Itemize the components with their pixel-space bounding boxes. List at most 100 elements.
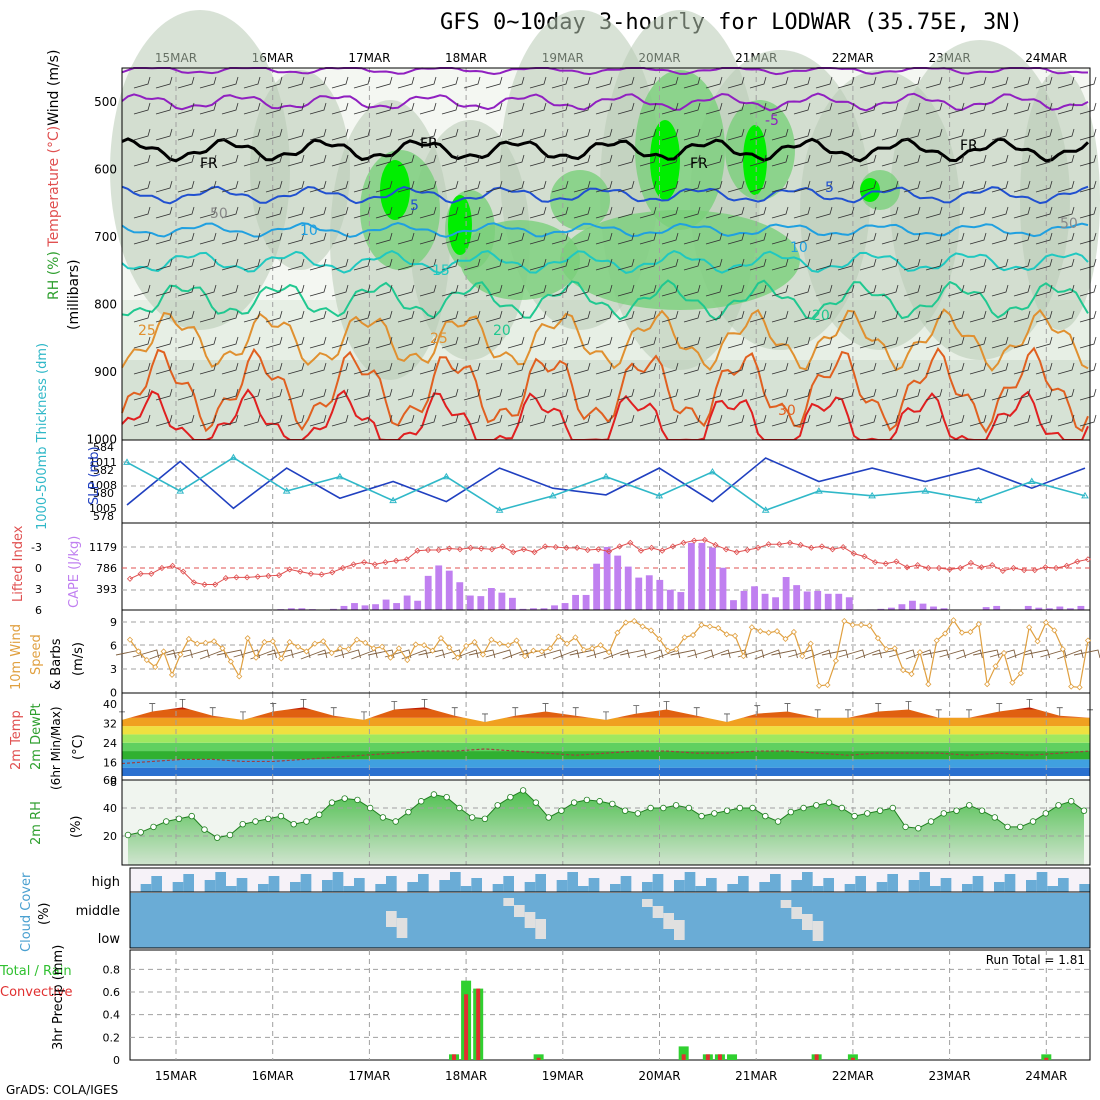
wind-barb xyxy=(353,336,371,349)
wind-barb xyxy=(793,76,811,89)
contour-label: FR xyxy=(420,136,438,152)
lifted-index-point xyxy=(169,562,176,569)
rh-point xyxy=(290,821,297,828)
wind-barb xyxy=(947,388,965,401)
wind-barb xyxy=(859,284,877,297)
cape-bar xyxy=(361,605,369,610)
cape-bar xyxy=(782,577,790,610)
rh-point xyxy=(1080,807,1088,814)
wind-barb xyxy=(485,180,503,193)
wind-barb xyxy=(639,154,657,167)
thickness-point xyxy=(602,472,610,480)
wind-barb xyxy=(265,362,283,375)
minmax-marker xyxy=(814,709,821,718)
wind-speed-point xyxy=(967,628,974,636)
wind-barb xyxy=(859,310,877,323)
cloud-gap-cell xyxy=(642,899,653,907)
cape-bar xyxy=(919,603,927,610)
wind-barb xyxy=(573,102,591,115)
precip-conv-bar xyxy=(452,1054,457,1060)
wind-barb xyxy=(419,336,437,349)
wind-barb xyxy=(903,76,921,89)
wind-speed-point xyxy=(479,651,487,658)
wind-barb xyxy=(1035,258,1053,271)
cloud-high-cell xyxy=(684,872,696,892)
wind-barb xyxy=(397,336,415,349)
wind-barb xyxy=(670,649,698,659)
wind-barb xyxy=(1079,180,1097,193)
wind-speed-point xyxy=(563,640,571,647)
cloud-high-cell xyxy=(1026,880,1037,892)
wind-barb xyxy=(595,362,613,375)
wind-barb xyxy=(243,180,261,193)
wind-barb xyxy=(331,128,349,141)
date-label-top: 22MAR xyxy=(832,51,874,65)
wind-barb xyxy=(441,76,459,89)
wind-barb xyxy=(837,258,855,271)
wind-barb xyxy=(617,336,635,349)
lifted-index-point xyxy=(935,564,943,572)
thickness-point xyxy=(815,487,823,494)
rh-point xyxy=(150,823,157,831)
wind-barb xyxy=(947,414,965,427)
wind-speed-point xyxy=(311,640,318,647)
wind-barb xyxy=(177,128,195,141)
cloud-gap-cell xyxy=(514,905,525,917)
wind-barb xyxy=(903,414,921,427)
wind-barb xyxy=(551,336,569,349)
cloud-high-cell xyxy=(844,884,856,892)
wind-barb xyxy=(287,154,305,167)
wind-barb xyxy=(155,128,173,141)
wind-barb xyxy=(551,414,569,427)
lifted-index-point xyxy=(914,562,921,569)
wind-barb xyxy=(507,102,525,115)
cape-tick: 1179 xyxy=(89,541,117,554)
wind-barb xyxy=(661,232,679,245)
wind-barb xyxy=(441,232,459,245)
wind-barb xyxy=(529,414,547,427)
wind-barb xyxy=(375,362,393,375)
cape-bar xyxy=(1066,608,1074,610)
lifted-index-point xyxy=(967,559,974,567)
wind-barb xyxy=(815,336,833,349)
wind-barb xyxy=(1013,206,1031,219)
wind-barb xyxy=(683,154,701,167)
wind-barb xyxy=(1057,258,1075,271)
rh-tick: 40 xyxy=(103,802,117,815)
wind-barb xyxy=(969,284,987,297)
wind-barb xyxy=(661,76,679,89)
cloud-high-cell xyxy=(652,874,664,892)
wind-barb xyxy=(727,362,745,375)
rh-shade xyxy=(110,10,290,330)
rh-shade-high xyxy=(560,210,800,310)
wind-barb xyxy=(507,388,525,401)
wind-barb xyxy=(133,310,151,323)
wind-speed-point xyxy=(227,658,234,665)
wind-barb xyxy=(617,388,635,401)
wind-barb xyxy=(859,154,877,167)
wind-barb xyxy=(265,154,283,167)
wind-barb xyxy=(441,388,459,401)
wind-barb xyxy=(749,76,767,89)
wind-barb xyxy=(155,414,173,427)
cloud-high-cell xyxy=(812,886,824,892)
wind-barb xyxy=(771,388,789,401)
cloud-high-cell xyxy=(332,872,344,892)
wind-barb xyxy=(947,154,965,167)
precip-conv-bar xyxy=(476,988,481,1060)
cloud-axis-label: Cloud Cover xyxy=(19,872,34,952)
wind-barb xyxy=(661,310,679,323)
wind-speed-point xyxy=(421,642,428,649)
lifted-index-point xyxy=(786,539,794,546)
wind-barb xyxy=(903,284,921,297)
cape-bar xyxy=(656,579,664,610)
wind-barb xyxy=(133,76,151,89)
wind-speed-point xyxy=(1084,637,1092,644)
lifted-index-point xyxy=(1063,562,1070,569)
wind-barb xyxy=(133,336,151,349)
temp-band xyxy=(122,717,1090,727)
wind-barb xyxy=(639,336,657,349)
wind-barb xyxy=(705,258,723,271)
wind-barb xyxy=(969,102,987,115)
wind-barb xyxy=(573,388,591,401)
